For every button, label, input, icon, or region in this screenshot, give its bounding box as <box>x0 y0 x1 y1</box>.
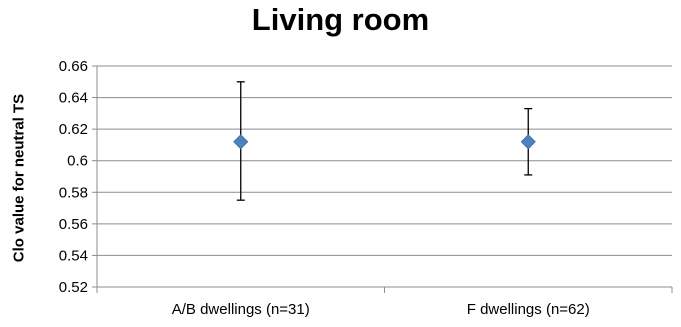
y-tick-label: 0.64 <box>59 90 88 107</box>
x-tick-label: F dwellings (n=62) <box>467 301 590 318</box>
y-tick-label: 0.66 <box>59 58 88 75</box>
chart-title: Living room <box>251 2 430 37</box>
data-point <box>520 134 536 150</box>
y-tick-label: 0.52 <box>59 279 88 296</box>
y-tick-label: 0.58 <box>59 184 88 201</box>
y-tick-label: 0.56 <box>59 216 88 233</box>
y-tick-label: 0.6 <box>67 153 88 170</box>
x-tick-label: A/B dwellings (n=31) <box>172 301 310 318</box>
y-tick-label: 0.54 <box>59 247 88 264</box>
data-point <box>233 134 249 150</box>
y-tick-label: 0.62 <box>59 121 88 138</box>
